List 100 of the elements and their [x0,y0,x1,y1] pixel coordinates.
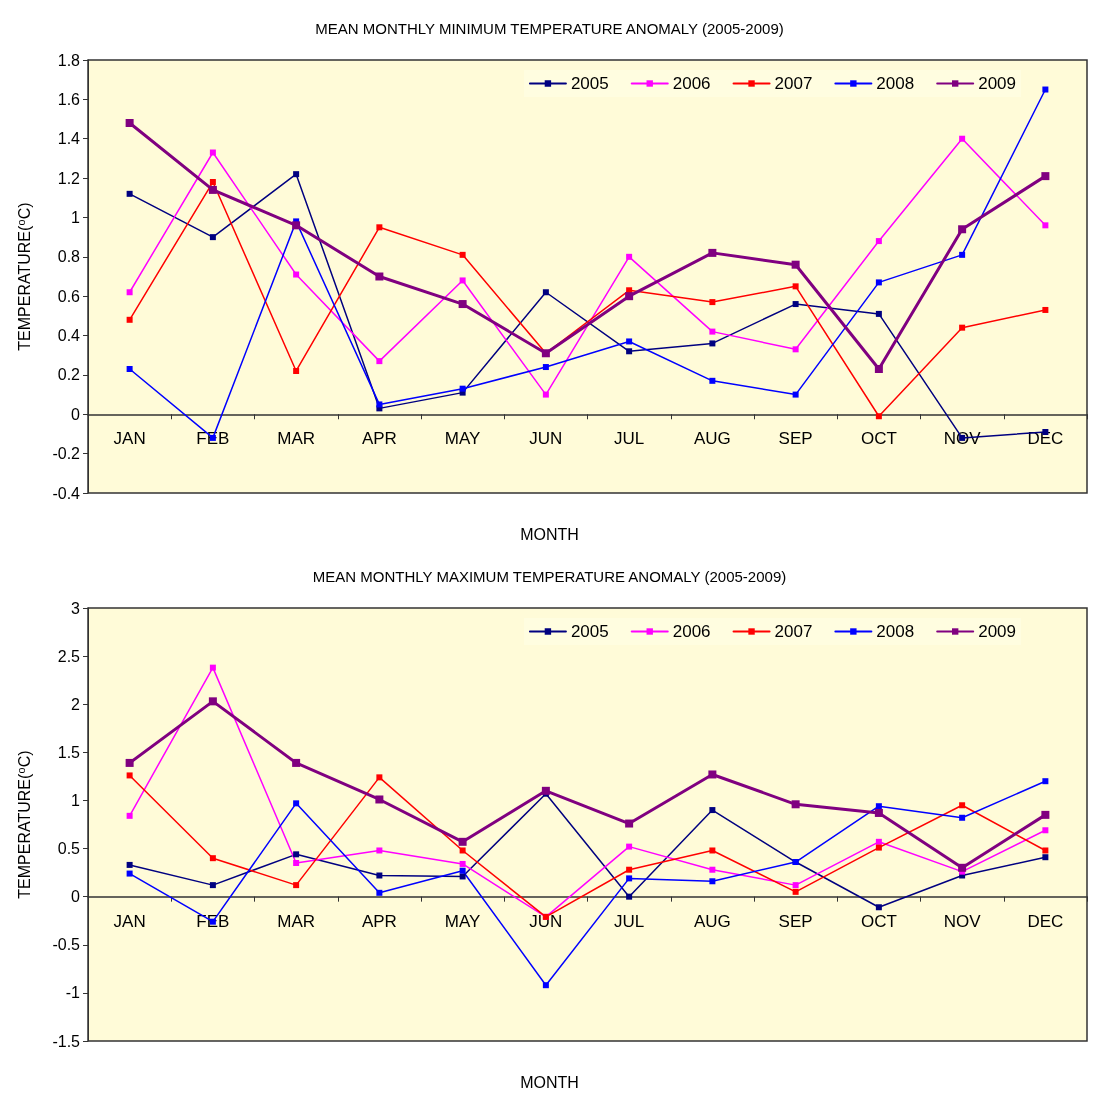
point [1042,827,1049,834]
point [542,364,549,371]
point [209,664,216,671]
x-tick-label: JAN [113,429,146,449]
x-tick-label: FEB [196,429,230,449]
chart-title: MEAN MONTHLY MAXIMUM TEMPERATURE ANOMALY (2005-2009) [312,568,787,585]
point [792,888,799,895]
point [376,224,383,231]
x-tick-label: APR [361,911,397,931]
point [292,758,301,767]
point [459,251,466,258]
legend-label: 2009 [978,622,1017,641]
point [959,324,966,331]
x-tick-label: OCT [860,429,897,449]
point [874,365,883,373]
y-tick-label: 0.6 [57,287,81,305]
point [126,812,133,819]
point [626,866,633,873]
x-tick-label: MAY [444,911,481,931]
y-tick-label: 0.5 [57,840,81,858]
point [792,301,799,308]
x-tick-label: JAN [113,911,146,931]
y-tick-label: 2 [71,695,81,713]
point [959,135,966,142]
legend-label: 2008 [876,74,915,93]
point [375,272,384,281]
point [709,866,716,873]
point [125,758,134,767]
point [626,253,633,260]
legend-label: 2006 [672,622,711,641]
y-axis-title: TEMPERATURE(⁰C) [15,202,33,351]
point [376,401,383,408]
point [541,786,550,795]
point [1042,306,1049,313]
y-tick-label: -1 [65,984,81,1002]
point [1042,778,1049,785]
y-tick-label: 3 [71,599,81,617]
point [292,221,301,230]
y-tick-label: 0 [71,888,81,906]
y-axis-title: TEMPERATURE(⁰C) [15,750,33,899]
y-tick-label: 2.5 [57,647,81,665]
point [126,772,133,779]
point [625,292,634,301]
point [293,171,300,178]
x-tick-label: JUN [529,429,563,449]
point [293,882,300,889]
point [625,819,634,828]
point [209,179,216,186]
x-tick-label: MAY [444,429,481,449]
point [874,808,883,817]
point [542,391,549,398]
point [542,982,549,989]
point [293,800,300,807]
point [709,807,716,814]
y-tick-label: 0 [71,405,81,423]
point [709,878,716,885]
point [1041,172,1050,181]
legend-label: 2006 [672,74,711,93]
x-tick-label: JUL [614,911,645,931]
point [376,889,383,896]
point [1042,847,1049,854]
point [126,870,133,877]
point [293,367,300,374]
point [126,316,133,323]
y-tick-label: -1.5 [52,1032,81,1050]
point [875,838,882,845]
point [709,299,716,306]
point [293,851,300,858]
point [125,118,134,127]
point [542,289,549,296]
point [293,859,300,866]
x-tick-label: DEC [1027,911,1064,931]
point [709,377,716,384]
point [209,234,216,241]
point [792,882,799,889]
point [709,328,716,335]
point [709,340,716,347]
point [126,289,133,296]
y-tick-label: 1.4 [57,130,81,148]
point [293,271,300,278]
point [709,847,716,854]
point [958,225,967,234]
point [708,770,717,779]
x-tick-label: NOV [943,911,982,931]
point [875,844,882,851]
point [791,260,800,269]
point [626,875,633,882]
y-tick-label: 0.8 [57,248,81,266]
y-tick-label: -0.5 [52,936,81,954]
point [791,800,800,809]
point [376,847,383,854]
point [959,802,966,809]
point [126,861,133,868]
point [459,860,466,867]
point [875,310,882,317]
point [1042,222,1049,229]
point [209,149,216,156]
y-tick-label: 1.5 [57,743,81,761]
point [875,413,882,420]
point [959,251,966,258]
